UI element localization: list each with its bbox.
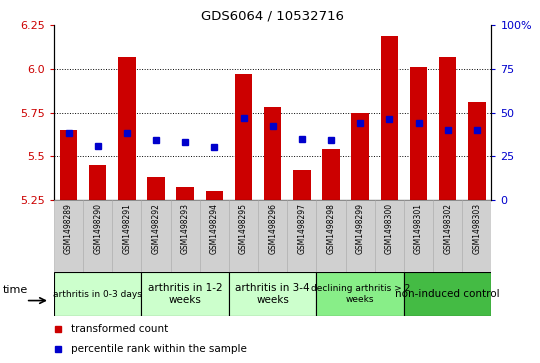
Text: GSM1498296: GSM1498296 [268, 203, 277, 254]
Text: transformed count: transformed count [71, 325, 168, 334]
Text: arthritis in 0-3 days: arthritis in 0-3 days [53, 290, 142, 298]
Text: GSM1498291: GSM1498291 [123, 203, 131, 254]
Bar [89, 165, 106, 200]
Text: GSM1498298: GSM1498298 [327, 203, 335, 254]
Text: GSM1498301: GSM1498301 [414, 203, 423, 254]
Text: time: time [3, 285, 28, 295]
Bar [287, 200, 316, 272]
Text: GSM1498294: GSM1498294 [210, 203, 219, 254]
Bar [410, 67, 427, 200]
Bar [200, 200, 229, 272]
Text: GSM1498299: GSM1498299 [356, 203, 364, 254]
Text: GSM1498293: GSM1498293 [181, 203, 190, 254]
Bar [141, 272, 229, 316]
Bar [381, 36, 398, 200]
Bar [346, 200, 375, 272]
Bar [229, 272, 316, 316]
Text: percentile rank within the sample: percentile rank within the sample [71, 344, 247, 354]
Bar [112, 200, 141, 272]
Bar [375, 200, 404, 272]
Bar [258, 200, 287, 272]
Bar [177, 187, 194, 200]
Bar [147, 177, 165, 200]
Text: GSM1498297: GSM1498297 [298, 203, 306, 254]
Text: GSM1498302: GSM1498302 [443, 203, 452, 254]
Bar [468, 102, 485, 200]
Bar [404, 272, 491, 316]
Text: arthritis in 3-4
weeks: arthritis in 3-4 weeks [235, 283, 310, 305]
Bar [264, 107, 281, 200]
Bar [118, 57, 136, 200]
Text: non-induced control: non-induced control [395, 289, 500, 299]
Bar [83, 200, 112, 272]
Bar [141, 200, 171, 272]
Bar [206, 191, 223, 200]
Bar [54, 272, 141, 316]
Text: GSM1498295: GSM1498295 [239, 203, 248, 254]
Text: GSM1498303: GSM1498303 [472, 203, 481, 254]
Text: declining arthritis > 2
weeks: declining arthritis > 2 weeks [310, 284, 410, 304]
Text: GSM1498292: GSM1498292 [152, 203, 160, 254]
Bar [171, 200, 200, 272]
Bar [462, 200, 491, 272]
Bar [433, 200, 462, 272]
Bar [316, 272, 404, 316]
Bar [235, 74, 252, 200]
Bar [60, 130, 77, 200]
Bar [352, 113, 369, 200]
Bar [316, 200, 346, 272]
Bar [404, 200, 433, 272]
Text: GSM1498300: GSM1498300 [385, 203, 394, 254]
Text: GSM1498290: GSM1498290 [93, 203, 102, 254]
Bar [293, 170, 310, 200]
Text: GDS6064 / 10532716: GDS6064 / 10532716 [201, 9, 344, 22]
Text: GSM1498289: GSM1498289 [64, 203, 73, 254]
Bar [54, 200, 83, 272]
Bar [229, 200, 258, 272]
Bar [322, 149, 340, 200]
Text: arthritis in 1-2
weeks: arthritis in 1-2 weeks [148, 283, 222, 305]
Bar [439, 57, 456, 200]
